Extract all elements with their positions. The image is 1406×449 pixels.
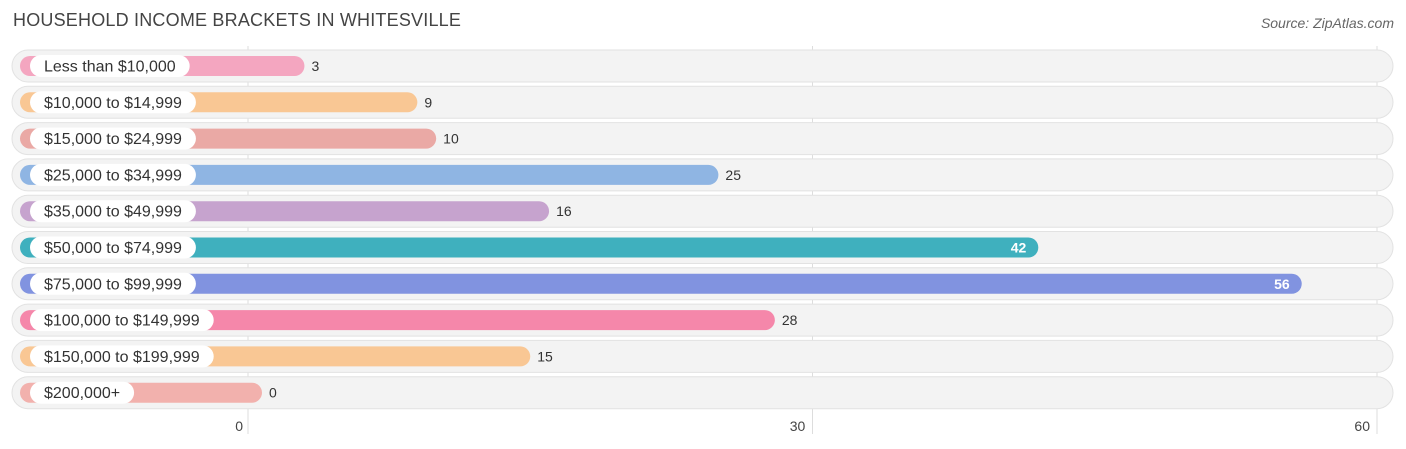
category-label-pill [30,272,196,295]
category-label-pill [30,236,196,259]
row-track [11,376,1394,410]
value-label: 16 [556,203,572,219]
category-label: $200,000+ [44,385,120,402]
category-label: $15,000 to $24,999 [44,131,182,148]
category-label: $100,000 to $149,999 [44,313,200,330]
row-track [11,49,1394,83]
category-label-pill [30,200,196,223]
value-label: 0 [269,385,277,401]
category-label-pill [30,381,135,404]
category-label-pill [30,55,190,77]
category-label-pill [30,91,196,114]
value-label: 10 [443,131,459,147]
category-label: $35,000 to $49,999 [44,204,182,221]
value-label: 3 [311,58,319,74]
value-label: 42 [1011,240,1027,256]
bar [20,237,1039,258]
x-tick-label: 0 [235,418,243,434]
category-label-pill [30,309,214,332]
category-label: $50,000 to $74,999 [44,240,182,257]
category-label-pill [30,345,214,368]
category-label: $150,000 to $199,999 [44,349,200,366]
value-label: 56 [1274,276,1290,292]
x-tick-label: 30 [790,418,806,434]
value-label: 25 [725,167,741,183]
bar [20,273,1302,294]
ticks-layer: 0 30 60 [235,418,1370,434]
category-label: $75,000 to $99,999 [44,276,182,293]
source-credit: Source: ZipAtlas.com [1260,15,1394,31]
category-label-pill [30,127,196,150]
category-label: Less than $10,000 [44,59,176,76]
chart-title: HOUSEHOLD INCOME BRACKETS IN WHITESVILLE [13,10,462,30]
category-label: $10,000 to $14,999 [44,95,182,112]
rows-layer: Less than $10,000 3 $10,000 to $14,999 9 $15… [11,49,1394,410]
category-label-pill [30,163,196,186]
x-tick-label: 60 [1354,418,1370,434]
category-label: $25,000 to $34,999 [44,167,182,184]
value-label: 28 [782,312,798,328]
value-label: 15 [537,348,553,364]
value-label: 9 [424,94,432,110]
